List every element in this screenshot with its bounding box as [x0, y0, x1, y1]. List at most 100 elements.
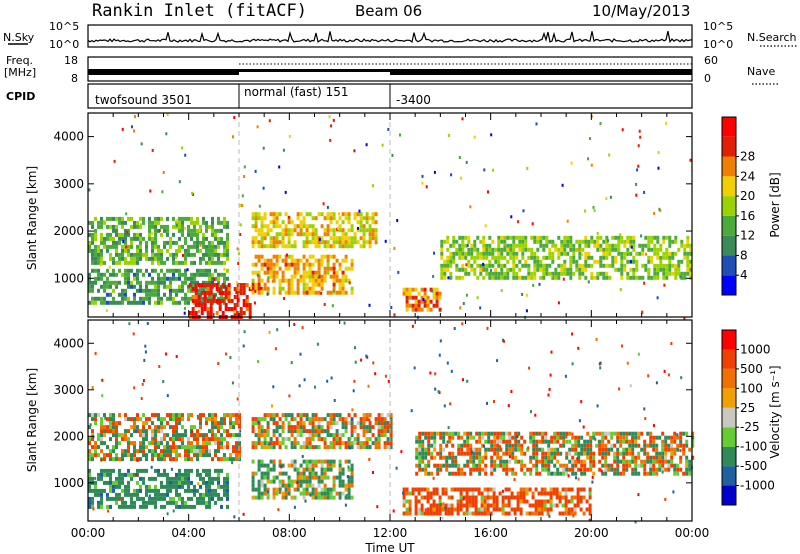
- velocity-panel-speck: [197, 482, 200, 486]
- velocity-panel-cell-5: [489, 503, 493, 508]
- power-panel-cell-1: [106, 268, 109, 273]
- power-panel-cell-2: [215, 311, 219, 315]
- power-panel-cell-3: [326, 228, 330, 233]
- velocity-panel-speck: [158, 365, 161, 368]
- power-panel-cell-1: [124, 296, 127, 301]
- power-panel-cell-1: [91, 284, 94, 289]
- velocity-panel-cell-4: [490, 443, 494, 448]
- velocity-panel-cell-0: [151, 441, 154, 446]
- velocity-panel-cell-1: [145, 468, 148, 473]
- velocity-panel-cell-0: [151, 433, 154, 438]
- velocity-panel-cell-4: [535, 471, 539, 476]
- power-panel-cell-6: [461, 263, 465, 268]
- velocity-panel-cell-0: [103, 433, 106, 438]
- velocity-panel-cell-0: [112, 445, 115, 450]
- nsearch-tick-high: 10^5: [703, 20, 733, 33]
- velocity-panel-cell-1: [214, 500, 217, 505]
- power-panel-cell-1: [88, 272, 91, 277]
- velocity-panel-cell-4: [436, 467, 440, 472]
- velocity-panel-cell-3: [305, 463, 309, 468]
- power-panel-cell-2: [212, 295, 216, 299]
- velocity-panel-speck: [289, 425, 292, 429]
- power-panel-cell-5: [417, 299, 421, 304]
- velocity-panel-cell-4: [625, 451, 629, 456]
- velocity-panel-cell-2: [377, 437, 381, 442]
- power-panel-cell-6: [674, 239, 678, 244]
- velocity-panel-speck: [101, 394, 104, 398]
- power-panel-speck: [126, 231, 129, 234]
- power-panel-cell-6: [572, 243, 576, 248]
- power-panel-cell-1: [208, 280, 211, 285]
- velocity-panel-cell-0: [142, 441, 145, 446]
- power-panel-cell-0: [97, 244, 100, 249]
- power-panel-cell-2: [194, 303, 198, 307]
- power-panel-speck: [391, 153, 394, 157]
- velocity-panel-cell-3: [266, 487, 270, 492]
- power-panel-cell-6: [527, 263, 531, 268]
- power-panel-cell-3: [254, 236, 258, 241]
- velocity-panel-cell-4: [673, 431, 677, 436]
- velocity-panel-cell-3: [320, 463, 324, 468]
- velocity-panel-cell-4: [448, 463, 452, 468]
- power-panel-cell-6: [473, 243, 477, 248]
- velocity-panel-cell-2: [335, 433, 339, 438]
- velocity-panel-cell-4: [466, 435, 470, 440]
- power-panel-cell-1: [163, 292, 166, 297]
- velocity-panel-cell-5: [483, 499, 487, 504]
- velocity-panel-cell-5: [417, 507, 421, 512]
- power-panel-speck: [268, 119, 271, 123]
- velocity-panel-cell-5: [540, 511, 544, 516]
- velocity-panel-speck: [135, 429, 138, 433]
- velocity-panel-cell-1: [118, 472, 121, 477]
- velocity-panel-cell-5: [414, 487, 418, 492]
- velocity-panel-cell-4: [475, 467, 479, 472]
- power-panel-cell-6: [656, 271, 660, 276]
- power-panel-cell-6: [473, 271, 477, 276]
- power-panel-cell-3: [332, 212, 336, 217]
- power-panel-cell-6: [605, 263, 609, 268]
- velocity-panel-cell-4: [649, 463, 653, 468]
- power-panel-cell-0: [178, 216, 181, 221]
- power-panel-cell-1: [211, 280, 214, 285]
- velocity-panel-cell-4: [661, 451, 665, 456]
- power-panel-cell-1: [103, 272, 106, 277]
- power-panel-speck: [165, 132, 168, 136]
- velocity-panel-speck: [676, 433, 679, 437]
- velocity-panel-cell-2: [251, 421, 255, 426]
- power-panel-cell-6: [572, 247, 576, 252]
- velocity-panel-cell-2: [383, 445, 387, 450]
- velocity-panel-cell-1: [142, 500, 145, 505]
- power-panel-cell-6: [506, 247, 510, 252]
- velocity-panel-cell-0: [181, 413, 184, 418]
- velocity-panel-speck: [434, 387, 437, 391]
- power-panel-speck: [481, 267, 484, 271]
- velocity-panel-cell-4: [469, 447, 473, 452]
- power-panel-cell-3: [356, 220, 360, 225]
- velocity-panel-speck: [140, 397, 143, 400]
- velocity-panel-cell-4: [469, 443, 473, 448]
- velocity-panel-cell-3: [311, 487, 315, 492]
- power-panel-cell-0: [193, 244, 196, 249]
- velocity-panel-cell-1: [208, 484, 211, 489]
- power-panel-cell-6: [488, 259, 492, 264]
- velocity-panel-cell-4: [670, 455, 674, 460]
- velocity-panel-cell-3: [254, 495, 258, 500]
- power-panel-cell-6: [506, 267, 510, 272]
- power-panel-cell-6: [641, 247, 645, 252]
- power-panel-cell-6: [659, 243, 663, 248]
- power-panel-cell-3: [314, 232, 318, 237]
- power-panel-cell-3: [314, 216, 318, 221]
- velocity-panel-cell-4: [586, 467, 590, 472]
- colorbar-tick-label: 1000: [740, 342, 771, 356]
- power-panel-cell-2: [239, 311, 243, 315]
- power-panel-cell-3: [266, 232, 270, 237]
- velocity-panel-cell-1: [163, 492, 166, 497]
- power-panel-cell-1: [97, 268, 100, 273]
- velocity-panel-speck: [444, 506, 447, 510]
- velocity-panel-cell-4: [613, 431, 617, 436]
- velocity-panel-cell-1: [160, 496, 163, 501]
- power-panel-cell-6: [548, 255, 552, 260]
- power-panel-cell-0: [172, 232, 175, 237]
- power-panel-cell-3: [362, 224, 366, 229]
- velocity-panel-cell-3: [293, 467, 297, 472]
